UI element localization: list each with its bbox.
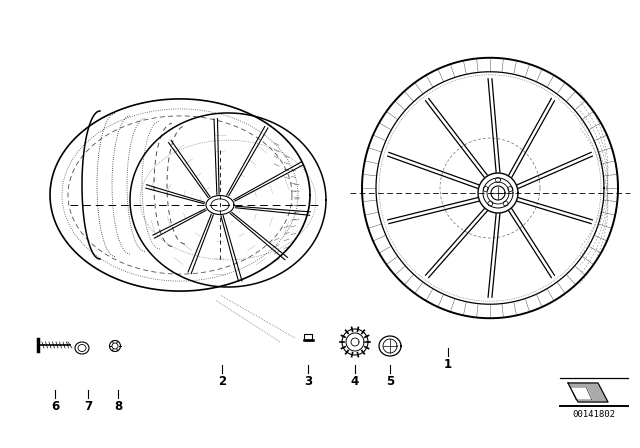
Text: 1: 1 (444, 358, 452, 371)
Text: 5: 5 (386, 375, 394, 388)
Polygon shape (570, 387, 592, 400)
Text: 3: 3 (304, 375, 312, 388)
FancyBboxPatch shape (304, 334, 312, 340)
Polygon shape (568, 383, 608, 402)
Text: 7: 7 (84, 400, 92, 413)
Text: 00141802: 00141802 (573, 410, 616, 419)
Text: 8: 8 (114, 400, 122, 413)
Text: 4: 4 (351, 375, 359, 388)
Text: 2: 2 (218, 375, 226, 388)
Text: 6: 6 (51, 400, 59, 413)
